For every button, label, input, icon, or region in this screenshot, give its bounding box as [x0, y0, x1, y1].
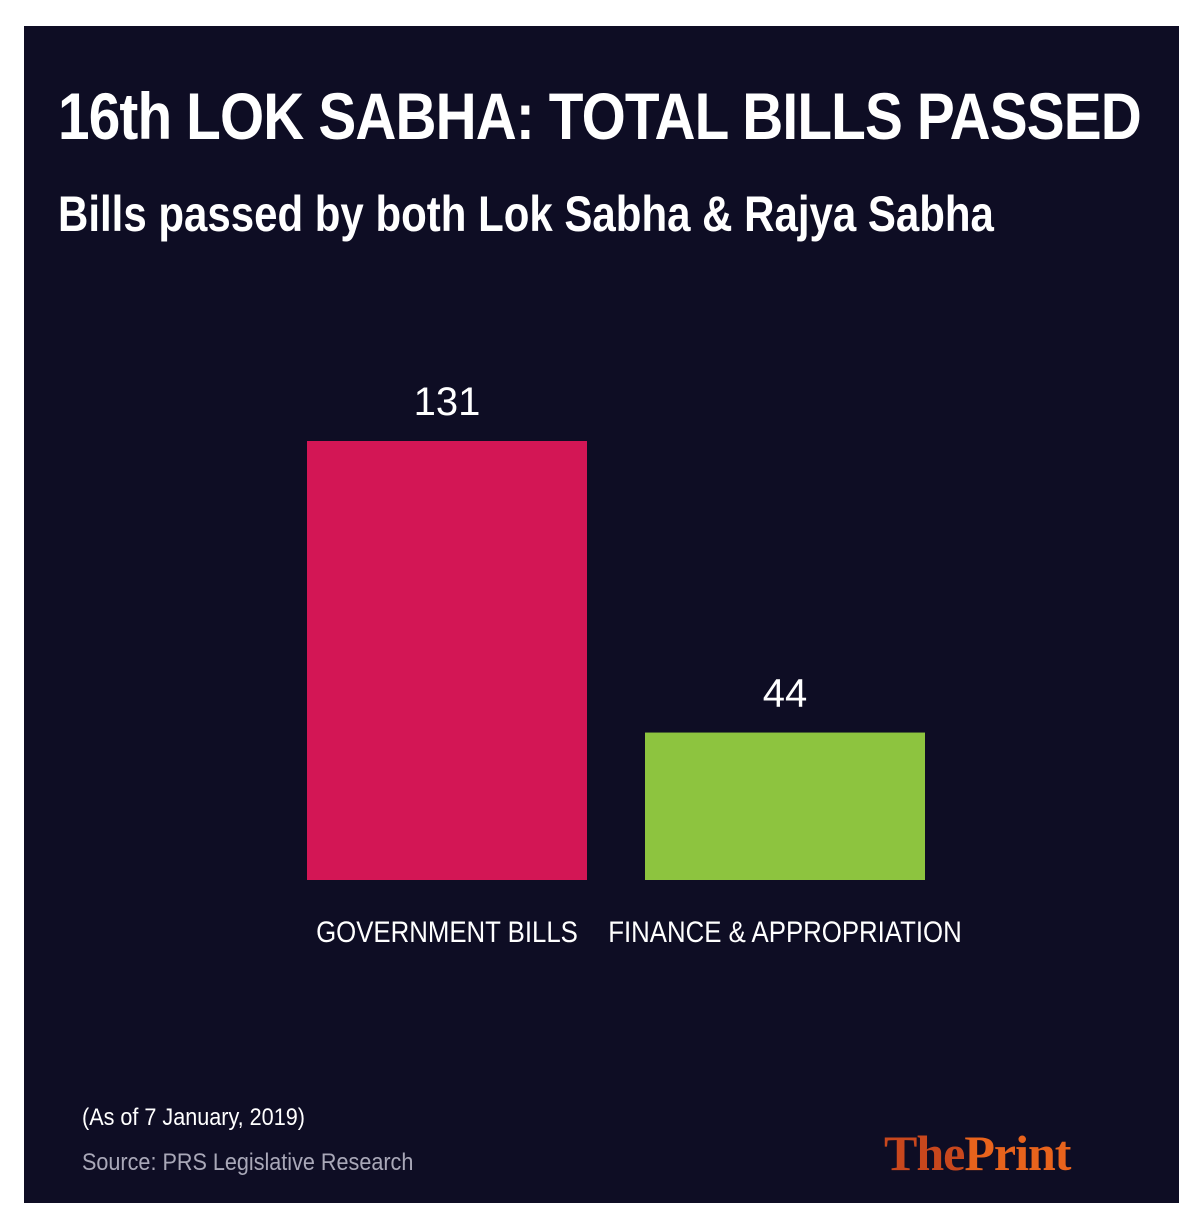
bar-1 [307, 441, 587, 880]
chart-subtitle: Bills passed by both Lok Sabha & Rajya S… [58, 186, 994, 242]
logo-the: The [884, 1125, 965, 1181]
bar-value-label-1: 131 [414, 380, 481, 424]
category-label-1: GOVERNMENT BILLS [316, 915, 578, 948]
theprint-logo: ThePrint [884, 1124, 1071, 1182]
as-of-note: (As of 7 January, 2019) [82, 1104, 305, 1131]
source-note: Source: PRS Legislative Research [82, 1149, 414, 1176]
bar-chart: 131 GOVERNMENT BILLS 44 FINANCE & APPROPRIA… [307, 380, 962, 948]
bar-value-label-2: 44 [763, 672, 808, 716]
chart-panel: 16th LOK SABHA: TOTAL BILLS PASSED Bills… [24, 26, 1179, 1203]
chart-title: 16th LOK SABHA: TOTAL BILLS PASSED [58, 79, 1142, 153]
logo-print: Print [964, 1125, 1071, 1181]
category-label-2: FINANCE & APPROPRIATION [608, 915, 961, 948]
bar-2 [645, 732, 925, 880]
